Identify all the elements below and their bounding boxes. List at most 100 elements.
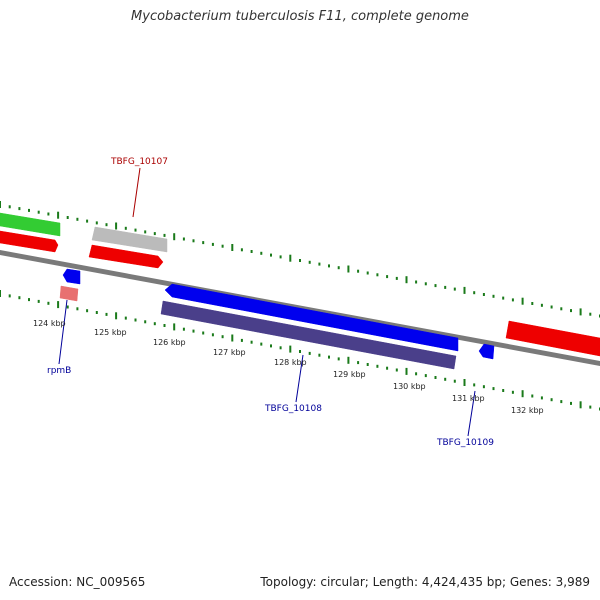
outer-ring-minor-tick	[144, 230, 147, 234]
outer-ring-minor-tick	[376, 273, 379, 277]
outer-ring-minor-tick	[66, 216, 69, 219]
inner-ring-minor-tick	[134, 318, 137, 322]
tick-label-127: 127 kbp	[213, 348, 246, 357]
inner-ring-minor-tick	[560, 400, 563, 404]
rna-feature-pink[interactable]	[59, 285, 79, 302]
inner-ring-minor-tick	[221, 335, 224, 339]
inner-ring-minor-tick	[47, 301, 50, 305]
gene-label-tbfg-10109[interactable]: TBFG_10109	[436, 438, 494, 448]
leader-line-rpmb	[58, 299, 68, 365]
outer-ring-minor-tick	[124, 226, 127, 230]
inner-ring-minor-tick	[211, 333, 214, 337]
cds-feature-purple[interactable]	[160, 300, 457, 370]
outer-ring-minor-tick	[415, 280, 418, 284]
outer-ring-minor-tick	[153, 232, 156, 236]
inner-ring-minor-tick	[86, 309, 89, 313]
outer-ring-major-tick	[0, 201, 1, 208]
outer-ring-minor-tick	[76, 217, 79, 221]
inner-ring-minor-tick	[570, 401, 572, 405]
inner-ring-minor-tick	[386, 366, 389, 370]
inner-ring-minor-tick	[434, 376, 437, 379]
inner-ring-minor-tick	[550, 398, 553, 402]
outer-ring-minor-tick	[560, 307, 563, 311]
gene-label-tbfg-10108[interactable]: TBFG_10108	[264, 404, 322, 414]
inner-ring-minor-tick	[308, 351, 311, 355]
inner-ring-minor-tick	[376, 364, 379, 368]
inner-ring-minor-tick	[66, 305, 69, 309]
inner-ring-minor-tick	[444, 377, 447, 381]
inner-ring-minor-tick	[202, 331, 205, 335]
inner-ring-minor-tick	[589, 405, 592, 409]
inner-ring-minor-tick	[328, 355, 330, 359]
outer-ring-minor-tick	[424, 282, 427, 286]
inner-ring-minor-tick	[124, 316, 127, 320]
inner-ring-major-tick	[289, 345, 292, 353]
outer-ring-minor-tick	[540, 303, 543, 307]
outer-ring-minor-tick	[250, 250, 253, 253]
outer-ring-minor-tick	[453, 287, 456, 291]
outer-ring-minor-tick	[279, 255, 282, 259]
inner-ring-major-tick	[57, 301, 60, 309]
outer-ring-minor-tick	[182, 237, 185, 241]
inner-ring-minor-tick	[318, 353, 321, 357]
inner-ring-minor-tick	[540, 396, 543, 400]
tick-label-130: 130 kbp	[393, 382, 426, 391]
inner-ring-minor-tick	[28, 298, 30, 302]
inner-ring-minor-tick	[415, 372, 418, 376]
outer-ring-minor-tick	[37, 210, 40, 214]
gene-label-rpmb[interactable]: rpmB	[47, 366, 71, 376]
inner-ring-minor-tick	[531, 394, 534, 398]
outer-ring-major-tick	[521, 297, 524, 305]
outer-ring-minor-tick	[270, 253, 272, 257]
outer-ring-minor-tick	[221, 244, 224, 248]
outer-ring-minor-tick	[444, 285, 447, 289]
inner-ring-minor-tick	[153, 322, 156, 326]
cds-feature-blue-tbfg-10108[interactable]	[164, 283, 459, 352]
inner-ring-minor-tick	[366, 363, 369, 366]
outer-ring-minor-tick	[492, 294, 495, 298]
cds-feature-green[interactable]	[0, 212, 61, 237]
inner-ring-minor-tick	[453, 379, 456, 383]
outer-ring-minor-tick	[395, 276, 398, 280]
gene-label-tbfg-10107[interactable]: TBFG_10107	[110, 157, 168, 167]
inner-ring-minor-tick	[76, 307, 79, 311]
inner-ring-minor-tick	[511, 390, 514, 394]
genome-summary-text: Topology: circular; Length: 4,424,435 bp…	[260, 575, 590, 589]
accession-text: Accession: NC_009565	[9, 575, 146, 589]
inner-ring-minor-tick	[279, 346, 282, 350]
outer-ring-minor-tick	[95, 221, 98, 225]
outer-ring-minor-tick	[511, 298, 514, 302]
inner-ring-minor-tick	[37, 299, 40, 303]
cds-feature-red-2[interactable]	[88, 244, 164, 269]
cds-feature-small-blue-tbfg-10109[interactable]	[478, 343, 495, 360]
outer-ring-minor-tick	[240, 248, 243, 252]
cds-feature-small-blue-rpmb[interactable]	[62, 268, 81, 285]
outer-ring-minor-tick	[502, 296, 505, 300]
outer-ring-minor-tick	[202, 241, 205, 245]
inner-ring-major-tick	[347, 356, 350, 364]
outer-ring-major-tick	[463, 286, 466, 294]
cds-feature-red-left[interactable]	[0, 230, 59, 253]
inner-ring-minor-tick	[482, 385, 485, 389]
outer-ring-minor-tick	[589, 312, 592, 316]
outer-tick-ring	[0, 201, 600, 318]
inner-ring-minor-tick	[105, 312, 108, 316]
outer-ring-minor-tick	[570, 309, 572, 313]
inner-ring-minor-tick	[502, 389, 505, 392]
cds-feature-gray-tbfg-10107[interactable]	[91, 226, 168, 253]
outer-ring-minor-tick	[308, 260, 311, 264]
inner-ring-minor-tick	[95, 311, 98, 314]
inner-ring-major-tick	[463, 379, 466, 386]
outer-ring-minor-tick	[86, 219, 89, 223]
inner-ring-major-tick	[173, 323, 176, 331]
outer-ring-minor-tick	[260, 251, 263, 255]
outer-ring-minor-tick	[357, 269, 360, 273]
outer-ring-major-tick	[115, 222, 118, 230]
cds-feature-red-right[interactable]	[505, 320, 600, 357]
inner-ring-minor-tick	[492, 387, 495, 391]
tick-label-126: 126 kbp	[153, 338, 186, 347]
tick-label-124: 124 kbp	[33, 319, 66, 328]
outer-ring-minor-tick	[47, 212, 50, 216]
inner-ring-minor-tick	[299, 350, 301, 353]
